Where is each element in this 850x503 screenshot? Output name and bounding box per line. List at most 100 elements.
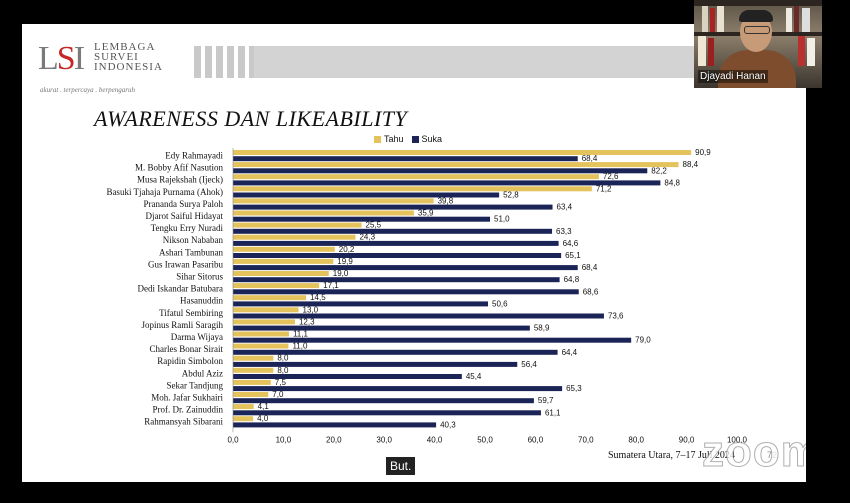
participant-glasses xyxy=(744,26,770,34)
book xyxy=(786,8,792,32)
bar-tahu xyxy=(233,295,307,301)
bar-tahu xyxy=(233,222,362,228)
bar-suka xyxy=(233,240,559,246)
x-tick-label: 10,0 xyxy=(276,435,292,444)
logo-text: LEMBAGA SURVEI INDONESIA xyxy=(94,41,163,73)
bar-tahu xyxy=(233,404,254,410)
bar-tahu xyxy=(233,307,299,313)
data-label-suka: 63,4 xyxy=(557,203,573,212)
slide-title: AWARENESS DAN LIKEABILITY xyxy=(94,106,408,131)
data-label-suka: 65,3 xyxy=(566,384,582,393)
lsi-logo: LSI LEMBAGA SURVEI INDONESIA akurat . te… xyxy=(36,38,196,98)
bar-tahu xyxy=(233,367,274,373)
book xyxy=(710,8,715,32)
bar-tahu xyxy=(233,343,289,349)
x-tick-label: 30,0 xyxy=(376,435,392,444)
logo-tagline: akurat . terpercaya . berpengaruh xyxy=(40,86,135,94)
bar-suka xyxy=(233,253,562,258)
category-label: Prof. Dr. Zainuddin xyxy=(153,405,224,415)
bar-suka xyxy=(233,398,534,404)
category-label: Basuki Tjahaja Purnama (Ahok) xyxy=(106,187,223,197)
participant-body xyxy=(718,50,796,88)
bar-suka xyxy=(233,410,541,416)
presentation-slide: LSI LEMBAGA SURVEI INDONESIA akurat . te… xyxy=(22,24,806,482)
bar-suka xyxy=(233,228,553,234)
category-label: Rahmansyah Sibarani xyxy=(144,417,223,427)
category-label: Hasanuddin xyxy=(180,296,223,306)
data-label-suka: 84,8 xyxy=(664,178,680,187)
book xyxy=(802,8,810,32)
data-label-suka: 45,4 xyxy=(466,372,482,381)
data-label-tahu: 39,8 xyxy=(438,196,454,205)
bar-tahu xyxy=(233,198,434,204)
data-label-suka: 52,8 xyxy=(503,191,519,200)
data-label-tahu: 19,0 xyxy=(333,269,349,278)
data-label-tahu: 13,0 xyxy=(303,305,319,314)
category-label: Gus Irawan Pasaribu xyxy=(148,259,223,269)
bar-suka xyxy=(233,289,579,295)
bar-suka xyxy=(233,422,437,428)
category-label: Charles Bonar Sirait xyxy=(150,344,224,354)
bar-suka xyxy=(233,265,578,271)
bar-suka xyxy=(233,277,560,283)
bar-suka xyxy=(233,337,632,343)
bar-tahu xyxy=(233,416,254,422)
data-label-tahu: 20,2 xyxy=(339,245,355,254)
data-label-tahu: 4,1 xyxy=(258,402,270,411)
data-label-tahu: 12,3 xyxy=(299,317,315,326)
bar-suka xyxy=(233,386,563,392)
chart-legend: Tahu Suka xyxy=(374,134,442,144)
data-label-tahu: 14,5 xyxy=(310,293,326,302)
category-label: Djarot Saiful Hidayat xyxy=(146,211,224,221)
data-label-tahu: 71,2 xyxy=(596,184,612,193)
bar-tahu xyxy=(233,162,679,168)
bar-tahu xyxy=(233,150,692,155)
legend-item-tahu: Tahu xyxy=(374,134,404,144)
data-label-tahu: 4,0 xyxy=(257,414,269,423)
data-label-tahu: 35,9 xyxy=(418,209,434,218)
participant-video-tile[interactable] xyxy=(694,0,822,88)
bar-suka xyxy=(233,216,491,222)
slide-footnote: Sumatera Utara, 7–17 Juli 2024 xyxy=(608,450,735,461)
bar-suka xyxy=(233,349,558,355)
category-label: Nikson Nababan xyxy=(163,235,224,245)
bar-suka xyxy=(233,156,578,162)
logo-line: LEMBAGA xyxy=(94,41,156,53)
bar-tahu xyxy=(233,258,334,264)
x-tick-label: 90,0 xyxy=(679,435,695,444)
book xyxy=(798,36,805,66)
category-label: Ashari Tambunan xyxy=(159,247,223,257)
bar-tahu xyxy=(233,210,414,216)
data-label-suka: 82,2 xyxy=(651,166,667,175)
data-label-tahu: 11,0 xyxy=(292,342,308,351)
data-label-suka: 64,8 xyxy=(564,275,580,284)
data-label-tahu: 88,4 xyxy=(683,160,699,169)
data-label-suka: 59,7 xyxy=(538,396,554,405)
book xyxy=(698,36,706,66)
bar-tahu xyxy=(233,271,329,276)
bar-tahu xyxy=(233,355,274,361)
data-label-tahu: 72,6 xyxy=(603,172,619,181)
bar-chart: Edy Rahmayadi 90,9 68,4 M. Bobby Afif Nasut… xyxy=(106,148,748,444)
book xyxy=(708,38,714,66)
logo-line: SURVEI xyxy=(94,51,139,63)
bar-tahu xyxy=(233,234,356,240)
legend-swatch-tahu xyxy=(374,135,381,143)
data-label-tahu: 11,1 xyxy=(293,330,309,339)
category-label: Tifatul Sembiring xyxy=(159,308,223,318)
bar-tahu xyxy=(233,186,592,192)
category-label: Abdul Aziz xyxy=(182,368,223,378)
x-tick-label: 20,0 xyxy=(326,435,342,444)
data-label-suka: 58,9 xyxy=(534,324,550,333)
data-label-suka: 51,0 xyxy=(494,215,510,224)
bar-suka xyxy=(233,361,518,367)
x-tick-label: 50,0 xyxy=(477,435,493,444)
zoom-watermark: zoom xyxy=(702,427,806,477)
data-label-tahu: 7,5 xyxy=(275,378,287,387)
bar-suka xyxy=(233,313,604,319)
book xyxy=(807,38,815,66)
category-label: Edy Rahmayadi xyxy=(165,151,223,161)
data-label-suka: 65,1 xyxy=(565,251,581,260)
data-label-suka: 61,1 xyxy=(545,408,561,417)
bar-suka xyxy=(233,204,553,210)
